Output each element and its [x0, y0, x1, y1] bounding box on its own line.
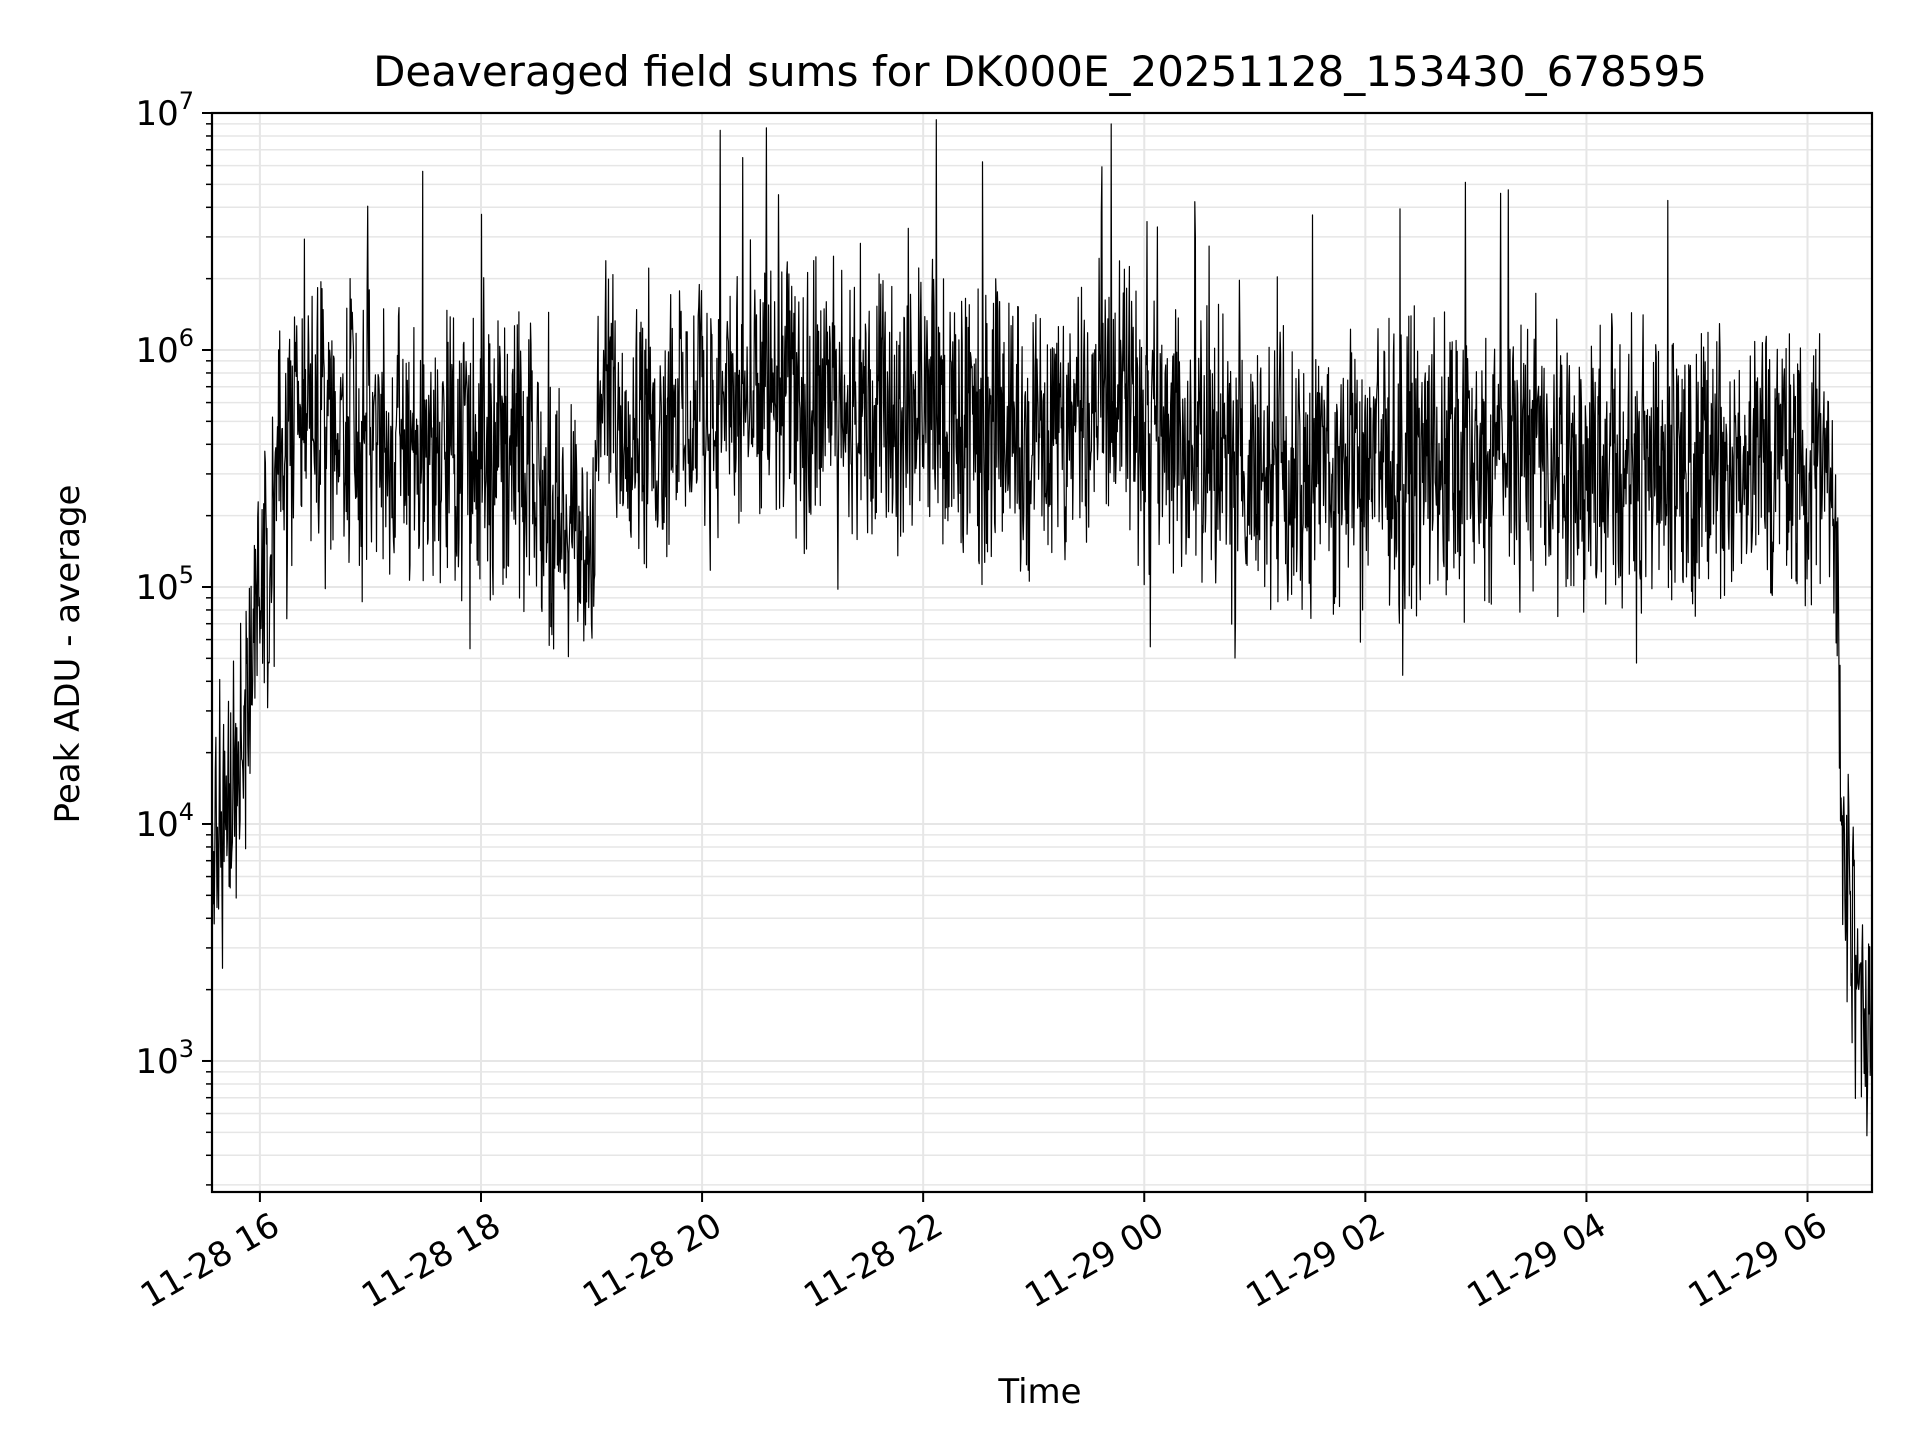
y-tick-label: 107 [135, 87, 194, 134]
x-axis-title: Time [997, 1372, 1081, 1412]
y-axis-title: Peak ADU - average [48, 485, 88, 824]
y-tick-label: 105 [135, 561, 194, 608]
y-tick-base: 10 [135, 805, 178, 845]
plot-frame [210, 111, 1874, 1194]
y-tick-exponent: 4 [179, 798, 194, 826]
y-tick-base: 10 [135, 94, 178, 134]
y-tick-label: 103 [135, 1035, 194, 1082]
y-tick-label: 104 [135, 798, 194, 845]
series-line [211, 119, 1873, 1137]
y-tick-exponent: 5 [179, 561, 194, 589]
plot-area [211, 119, 1873, 1137]
y-tick-base: 10 [135, 331, 178, 371]
chart-title: Deaveraged field sums for DK000E_2025112… [373, 47, 1707, 96]
y-tick-base: 10 [135, 568, 178, 608]
y-tick-base: 10 [135, 1042, 178, 1082]
y-tick-exponent: 6 [179, 324, 194, 352]
y-tick-label: 106 [135, 324, 194, 371]
y-tick-exponent: 3 [179, 1035, 194, 1063]
y-tick-exponent: 7 [179, 87, 194, 115]
